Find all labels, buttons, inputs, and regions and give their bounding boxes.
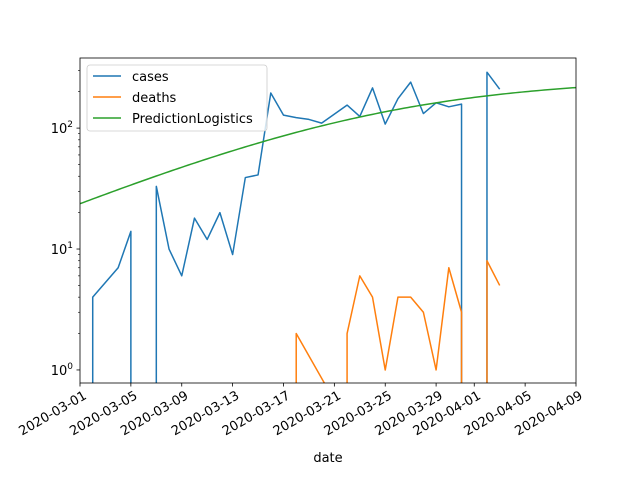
legend-label-deaths: deaths [132,91,177,106]
y-tick-label-exponent: 2 [67,120,73,130]
series-line-deaths [295,260,501,383]
legend-label-cases: cases [132,70,169,85]
y-tick-label-base: 10 [51,243,68,258]
y-tick-label-base: 10 [51,122,68,137]
legend-box [86,64,268,132]
series-line-cases [91,71,501,383]
y-tick-label: 102 [51,120,73,137]
y-tick-label-base: 10 [51,364,68,379]
series-line-predictionlogistics [80,86,576,205]
legend-label-predictionlogistics: PredictionLogistics [132,112,253,127]
y-tick-label: 100 [51,362,74,379]
legend: cases deaths PredictionLogistics [86,64,268,132]
y-tick-label-exponent: 1 [67,241,73,251]
x-axis-label: date [313,451,342,466]
plot-area-frame [79,57,577,384]
series-layer [80,71,576,383]
y-tick-label-exponent: 0 [67,362,73,372]
y-tick-label: 101 [51,241,73,258]
